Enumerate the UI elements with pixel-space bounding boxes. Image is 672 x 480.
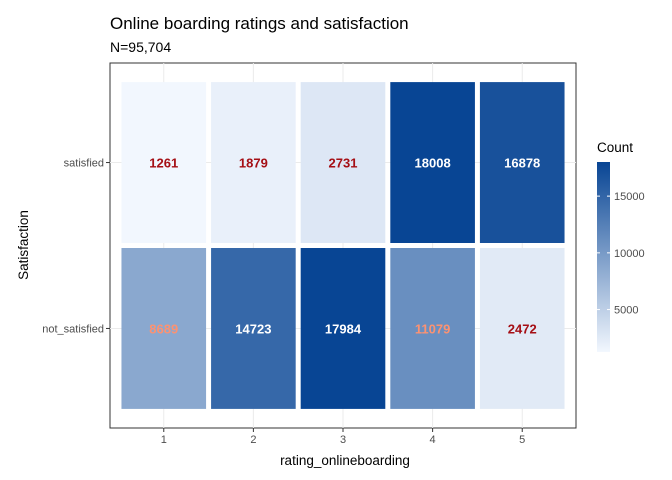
- heatmap-cell: [390, 82, 475, 243]
- cell-value-label: 1261: [149, 156, 178, 171]
- y-tick-label: not_satisfied: [42, 323, 104, 335]
- cell-value-label: 11079: [415, 321, 450, 336]
- legend-colorbar: [597, 162, 610, 352]
- x-tick-label: 2: [250, 434, 256, 446]
- heatmap-cell: [300, 248, 386, 409]
- legend-tick-label: 10000: [614, 248, 645, 260]
- heatmap-cell: [121, 82, 207, 243]
- cell-value-label: 1879: [239, 156, 268, 171]
- cell-value-label: 17984: [325, 321, 362, 336]
- x-tick-label: 4: [430, 434, 436, 446]
- cell-value-label: 2472: [508, 321, 537, 336]
- x-tick-label: 5: [519, 434, 525, 446]
- heatmap-cell: [479, 82, 565, 243]
- color-legend: Count 5000 10000 15000: [597, 140, 645, 352]
- y-axis-title: Satisfaction: [16, 210, 31, 280]
- cell-value-label: 14723: [235, 321, 271, 336]
- cell-value-label: 16878: [504, 156, 540, 171]
- heatmap-cells: 1261 1879 2731 18008 16878 8689 14723 17984 1107…: [121, 82, 565, 409]
- cell-value-label: 8689: [149, 321, 178, 336]
- chart-title: Online boarding ratings and satisfaction: [110, 14, 409, 33]
- legend-tick-label: 5000: [614, 305, 638, 317]
- heatmap-cell: [390, 248, 475, 409]
- heatmap-cell: [211, 82, 296, 243]
- y-tick-label: satisfied: [64, 158, 104, 170]
- cell-value-label: 2731: [329, 156, 358, 171]
- heatmap-cell: [121, 248, 207, 409]
- heatmap-cell: [479, 248, 565, 409]
- x-tick-label: 3: [340, 434, 346, 446]
- heatmap-cell: [211, 248, 296, 409]
- legend-tick-label: 15000: [614, 191, 645, 203]
- y-axis-ticks: not_satisfied satisfied: [42, 158, 110, 335]
- heatmap-cell: [300, 82, 386, 243]
- cell-value-label: 18008: [415, 156, 451, 171]
- x-axis-title: rating_onlineboarding: [280, 453, 410, 468]
- chart-subtitle: N=95,704: [110, 39, 171, 55]
- x-axis-ticks: 1 2 3 4 5: [161, 428, 525, 446]
- legend-title: Count: [597, 140, 633, 155]
- x-tick-label: 1: [161, 434, 167, 446]
